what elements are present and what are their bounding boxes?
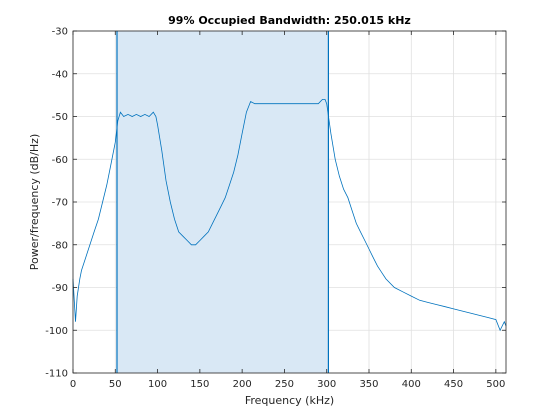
x-tick-label: 450 — [444, 379, 463, 390]
series-line — [72, 99, 507, 332]
x-tick-label: 300 — [317, 379, 336, 390]
y-tick-label: -80 — [52, 240, 68, 251]
y-tick-label: -60 — [52, 155, 68, 166]
y-tick-label: -100 — [45, 326, 68, 337]
y-tick-label: -50 — [52, 112, 68, 123]
band-edges — [116, 31, 330, 373]
x-axis-label: Frequency (kHz) — [245, 394, 334, 407]
x-tick-label: 0 — [70, 379, 76, 390]
x-tick-label: 50 — [109, 379, 122, 390]
x-tick-label: 150 — [190, 379, 209, 390]
x-tick-label: 500 — [486, 379, 505, 390]
y-tick-label: -40 — [52, 69, 68, 80]
chart-title: 99% Occupied Bandwidth: 250.015 kHz — [168, 14, 411, 27]
y-axis: -30 -40 -50 -60 -70 -80 -90 -100 -110 — [45, 27, 506, 380]
x-tick-label: 200 — [233, 379, 252, 390]
x-axis: 0 50 100 150 200 250 300 350 400 450 500 — [70, 31, 505, 390]
x-tick-label: 350 — [359, 379, 378, 390]
y-tick-label: -70 — [52, 198, 68, 209]
y-tick-label: -30 — [52, 27, 68, 38]
y-tick-label: -110 — [45, 369, 68, 380]
x-tick-label: 100 — [148, 379, 167, 390]
y-tick-label: -90 — [52, 283, 68, 294]
x-tick-label: 400 — [402, 379, 421, 390]
y-axis-label: Power/frequency (dB/Hz) — [28, 134, 41, 271]
x-tick-label: 250 — [275, 379, 294, 390]
